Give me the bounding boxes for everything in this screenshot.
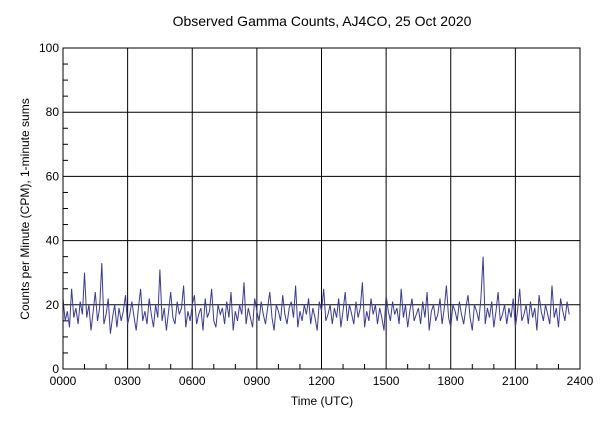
chart-title: Observed Gamma Counts, AJ4CO, 25 Oct 202… xyxy=(173,13,472,29)
x-tick-label: 2100 xyxy=(502,374,529,388)
y-tick-label: 100 xyxy=(39,41,59,55)
y-tick-label: 80 xyxy=(46,105,60,119)
y-tick-label: 0 xyxy=(52,362,59,376)
plot-frame xyxy=(62,47,581,370)
x-tick-label: 1500 xyxy=(373,374,400,388)
series-line-cpm xyxy=(62,256,570,334)
y-tick-label: 60 xyxy=(46,169,60,183)
y-tick-label: 40 xyxy=(46,234,60,248)
y-tick-label: 20 xyxy=(46,298,60,312)
x-tick-label: 1200 xyxy=(308,374,335,388)
y-axis-label: Counts per Minute (CPM), 1-minute sums xyxy=(18,98,32,319)
x-tick-label: 1800 xyxy=(437,374,464,388)
x-tick-label: 0300 xyxy=(114,374,141,388)
x-tick-label: 0600 xyxy=(179,374,206,388)
x-tick-label: 0000 xyxy=(50,374,77,388)
x-tick-label: 0900 xyxy=(244,374,271,388)
x-axis-label: Time (UTC) xyxy=(291,394,353,408)
x-tick-label: 2400 xyxy=(567,374,594,388)
